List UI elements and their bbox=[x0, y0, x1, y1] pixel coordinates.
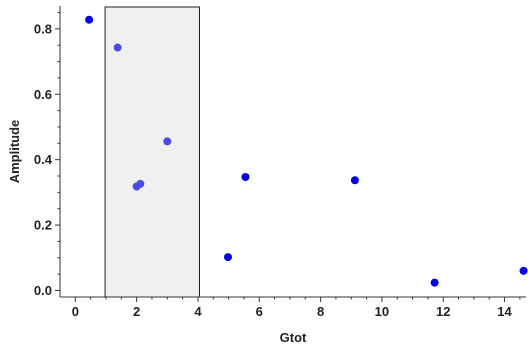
x-tick-label: 2 bbox=[133, 304, 140, 319]
data-point bbox=[519, 266, 528, 275]
x-tick-label: 0 bbox=[72, 304, 79, 319]
y-tick-label: 0.6 bbox=[34, 87, 52, 102]
data-point bbox=[163, 137, 172, 146]
data-point bbox=[224, 253, 233, 262]
data-point bbox=[350, 176, 359, 185]
x-tick-label: 12 bbox=[436, 304, 450, 319]
points-layer bbox=[85, 15, 528, 287]
y-tick-label: 0.2 bbox=[34, 218, 52, 233]
data-point bbox=[241, 173, 250, 182]
highlight-region-layer bbox=[104, 6, 200, 298]
y-tick-label: 0.0 bbox=[34, 283, 52, 298]
x-tick-label: 6 bbox=[256, 304, 263, 319]
data-point bbox=[113, 43, 122, 52]
y-tick-label: 0.4 bbox=[34, 152, 53, 167]
data-point bbox=[430, 278, 439, 287]
x-axis-title: Gtot bbox=[280, 330, 307, 345]
x-tick-label: 8 bbox=[317, 304, 324, 319]
y-tick-label: 0.8 bbox=[34, 21, 52, 36]
axes: 0 2 4 6 8 10 12 14 0.0 0.2 0.4 0.6 0.8 bbox=[34, 6, 526, 319]
y-axis-title: Amplitude bbox=[7, 120, 22, 184]
data-point bbox=[85, 15, 94, 24]
x-tick-label: 14 bbox=[497, 304, 512, 319]
highlight-region bbox=[104, 6, 200, 298]
x-tick-label: 4 bbox=[194, 304, 202, 319]
data-point bbox=[136, 179, 145, 188]
x-tick-label: 10 bbox=[375, 304, 389, 319]
